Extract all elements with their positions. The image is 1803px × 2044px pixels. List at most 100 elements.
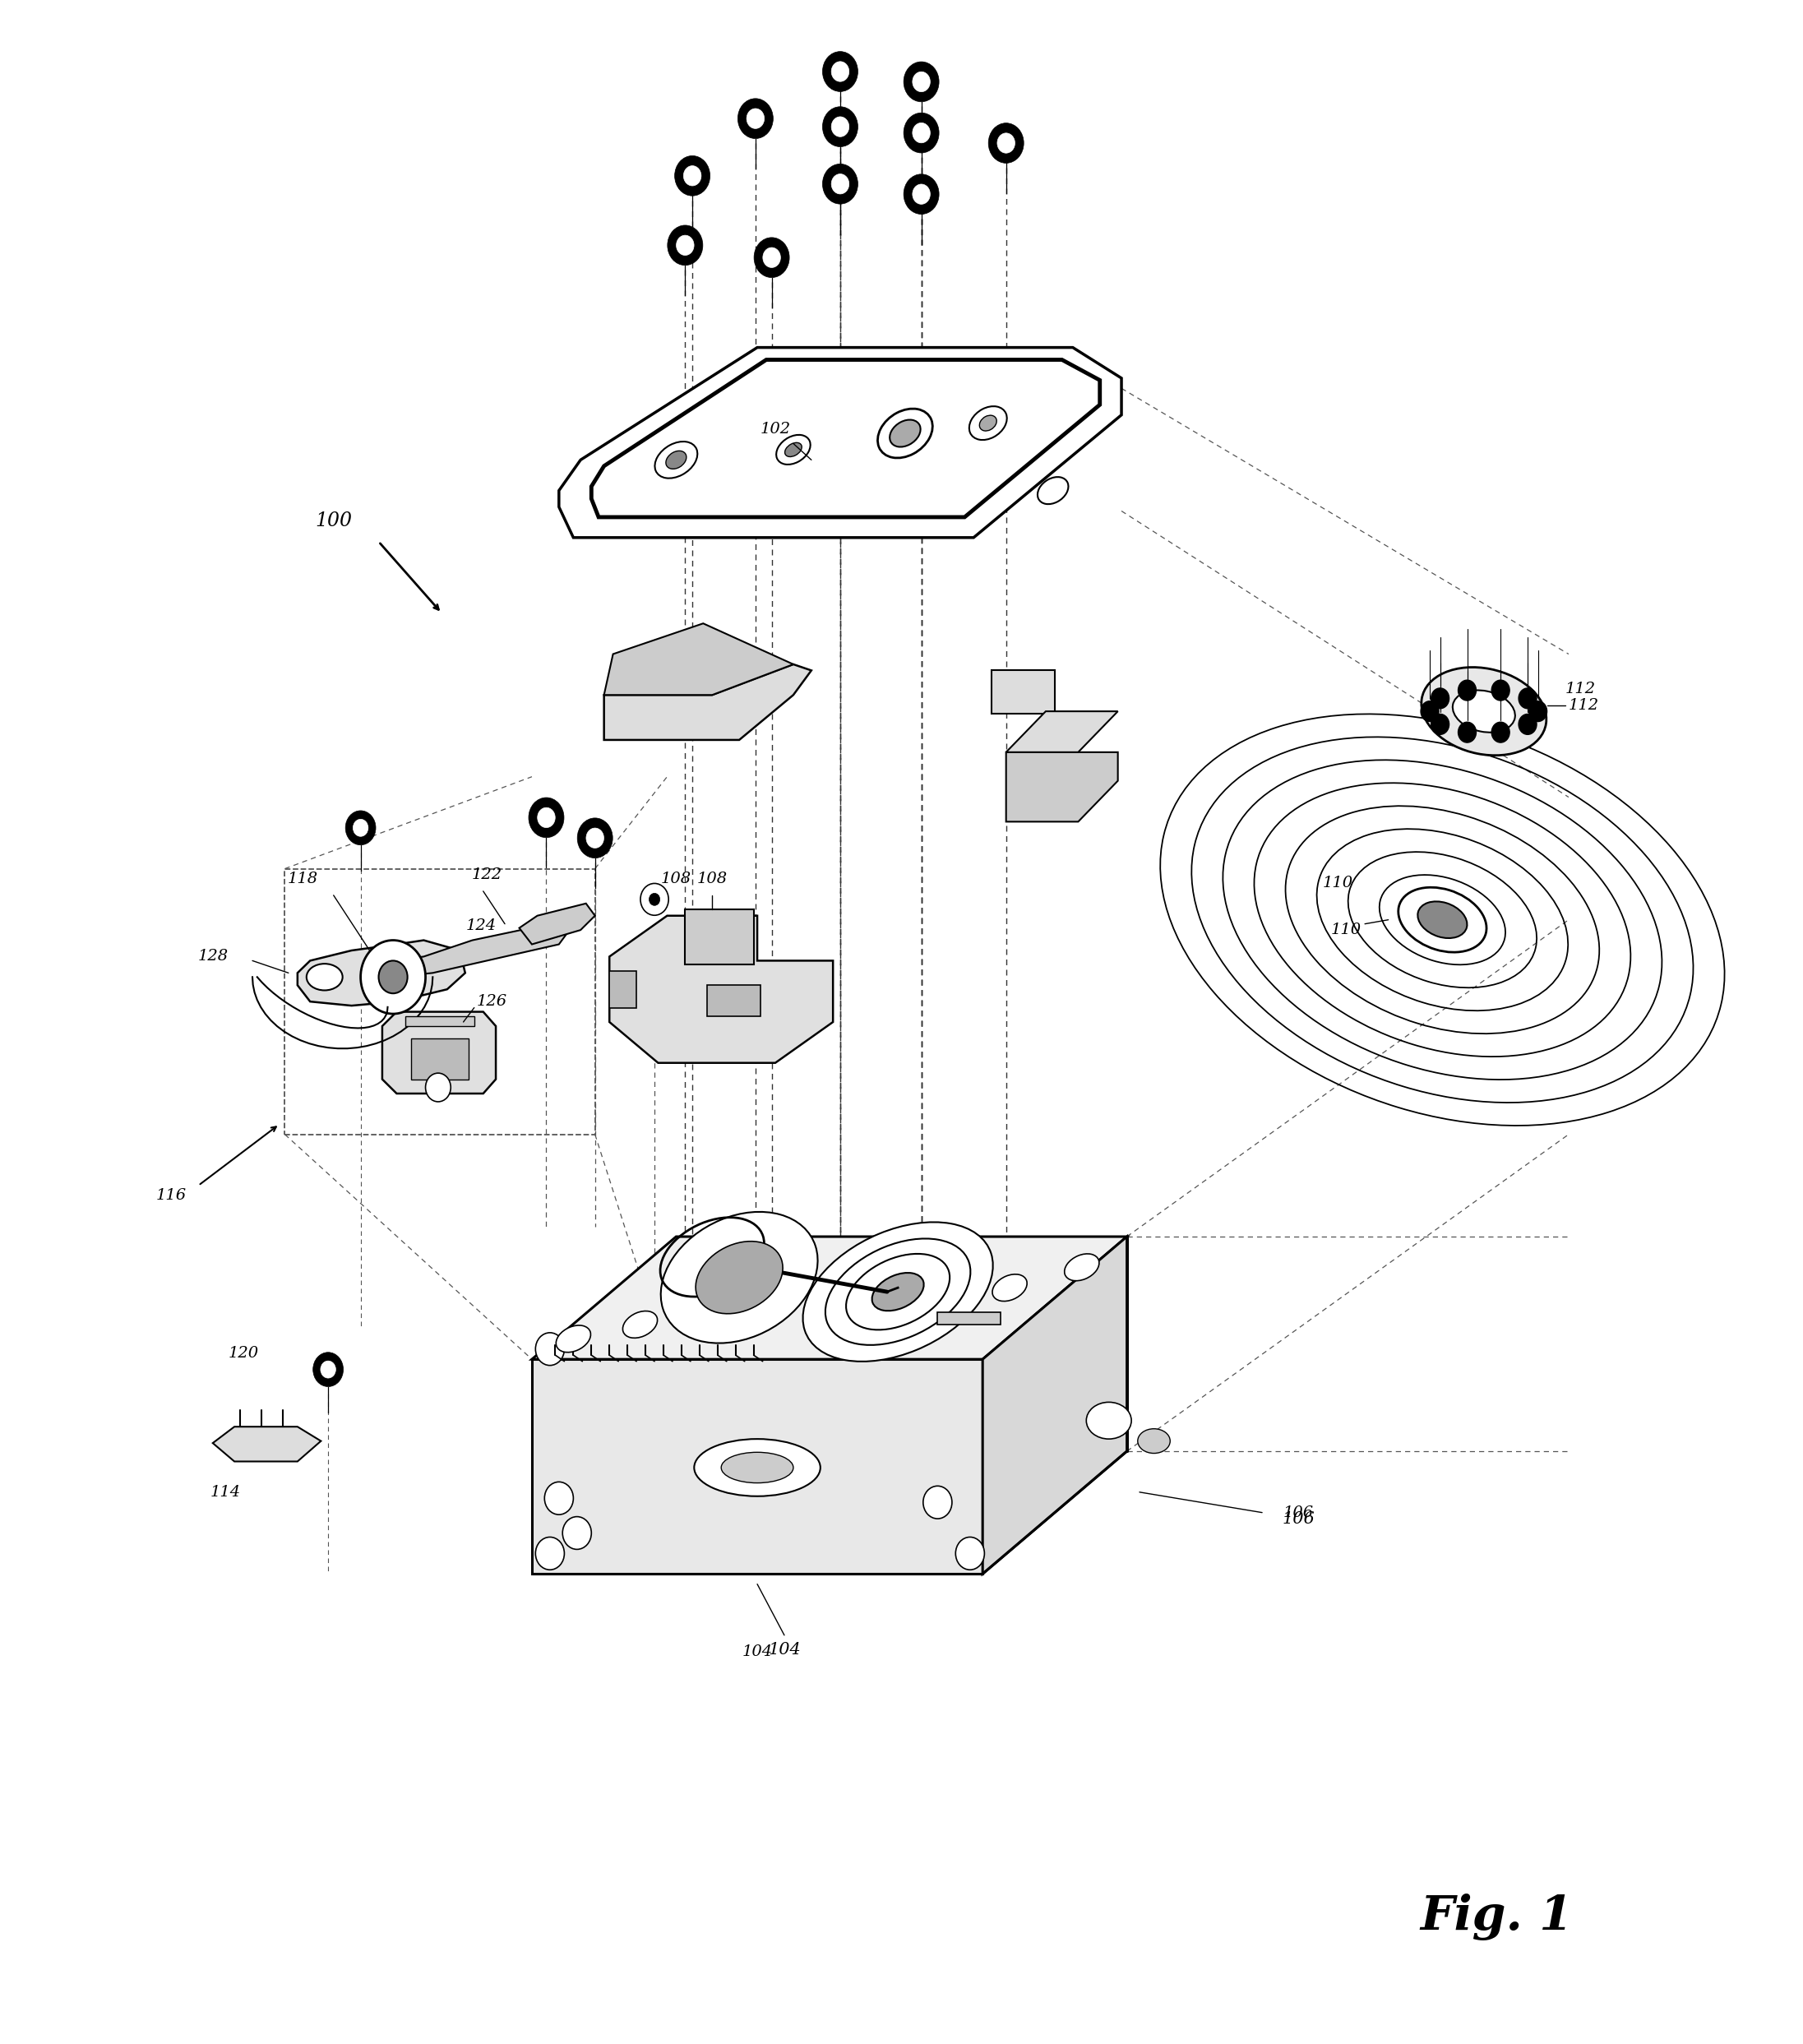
Circle shape — [822, 51, 858, 92]
Ellipse shape — [802, 1222, 993, 1361]
Circle shape — [1518, 689, 1536, 709]
Circle shape — [754, 237, 790, 278]
Ellipse shape — [1417, 901, 1468, 938]
Polygon shape — [604, 664, 811, 740]
Polygon shape — [938, 1312, 1001, 1325]
Circle shape — [586, 828, 604, 848]
Circle shape — [353, 820, 368, 836]
Circle shape — [346, 811, 375, 844]
Ellipse shape — [970, 407, 1006, 439]
Polygon shape — [532, 1237, 1127, 1359]
Circle shape — [361, 940, 426, 1014]
Text: 122: 122 — [472, 867, 501, 883]
Circle shape — [577, 818, 613, 858]
Circle shape — [1432, 713, 1450, 734]
Circle shape — [1459, 722, 1477, 742]
Circle shape — [1529, 701, 1547, 722]
Circle shape — [676, 235, 694, 255]
Circle shape — [923, 1486, 952, 1519]
Text: 120: 120 — [229, 1345, 258, 1361]
Polygon shape — [382, 1012, 496, 1094]
Circle shape — [831, 174, 849, 194]
Circle shape — [912, 123, 930, 143]
Circle shape — [683, 166, 701, 186]
Ellipse shape — [721, 1453, 793, 1484]
Polygon shape — [685, 910, 754, 965]
Circle shape — [903, 112, 939, 153]
Circle shape — [1491, 722, 1509, 742]
Circle shape — [674, 155, 710, 196]
Circle shape — [528, 797, 564, 838]
Ellipse shape — [654, 442, 698, 478]
Text: 108: 108 — [662, 871, 691, 887]
Circle shape — [379, 961, 407, 993]
Text: 128: 128 — [198, 948, 227, 965]
Circle shape — [912, 72, 930, 92]
Ellipse shape — [694, 1439, 820, 1496]
Ellipse shape — [777, 435, 810, 464]
Text: 112: 112 — [1569, 697, 1599, 713]
Circle shape — [426, 1073, 451, 1102]
Polygon shape — [519, 903, 595, 944]
Polygon shape — [411, 1038, 469, 1079]
Text: 118: 118 — [288, 871, 317, 887]
Polygon shape — [393, 924, 568, 977]
Circle shape — [737, 98, 773, 139]
Circle shape — [563, 1517, 591, 1549]
Ellipse shape — [1064, 1253, 1100, 1282]
Circle shape — [997, 133, 1015, 153]
Ellipse shape — [660, 1212, 819, 1343]
Circle shape — [545, 1482, 573, 1515]
Polygon shape — [532, 1359, 983, 1574]
Ellipse shape — [1138, 1429, 1170, 1453]
Circle shape — [1518, 713, 1536, 734]
Circle shape — [822, 106, 858, 147]
Ellipse shape — [665, 452, 687, 468]
Circle shape — [912, 184, 930, 204]
Text: 124: 124 — [467, 918, 496, 934]
Polygon shape — [406, 1016, 474, 1026]
Ellipse shape — [622, 1310, 658, 1339]
Text: 108: 108 — [698, 871, 727, 887]
Ellipse shape — [1453, 691, 1515, 732]
Ellipse shape — [826, 1239, 970, 1345]
Polygon shape — [1006, 752, 1118, 822]
Ellipse shape — [979, 415, 997, 431]
Text: 104: 104 — [743, 1643, 772, 1660]
Polygon shape — [983, 1237, 1127, 1574]
Text: 110: 110 — [1323, 875, 1352, 891]
Text: 106: 106 — [1282, 1511, 1314, 1527]
Circle shape — [903, 174, 939, 215]
Ellipse shape — [1085, 1402, 1132, 1439]
Polygon shape — [213, 1427, 321, 1461]
Ellipse shape — [889, 419, 921, 448]
Ellipse shape — [1421, 666, 1547, 756]
Circle shape — [535, 1537, 564, 1570]
Circle shape — [321, 1361, 335, 1378]
Text: 110: 110 — [1331, 922, 1361, 938]
Circle shape — [746, 108, 764, 129]
Circle shape — [988, 123, 1024, 164]
Ellipse shape — [1399, 887, 1486, 953]
Ellipse shape — [873, 1273, 923, 1310]
Polygon shape — [604, 623, 793, 695]
Text: Fig. 1: Fig. 1 — [1421, 1895, 1572, 1940]
Text: 100: 100 — [316, 511, 352, 531]
Circle shape — [667, 225, 703, 266]
Polygon shape — [297, 940, 465, 1006]
Text: 104: 104 — [768, 1641, 801, 1658]
Ellipse shape — [878, 409, 932, 458]
Circle shape — [649, 893, 660, 905]
Polygon shape — [609, 971, 636, 1008]
Circle shape — [831, 61, 849, 82]
Ellipse shape — [784, 444, 802, 456]
Circle shape — [1432, 689, 1450, 709]
Text: 126: 126 — [478, 993, 507, 1010]
Circle shape — [956, 1537, 984, 1570]
Ellipse shape — [307, 965, 343, 991]
Circle shape — [763, 247, 781, 268]
Ellipse shape — [992, 1273, 1028, 1302]
Circle shape — [903, 61, 939, 102]
Polygon shape — [1006, 711, 1118, 752]
Text: 116: 116 — [157, 1188, 186, 1204]
